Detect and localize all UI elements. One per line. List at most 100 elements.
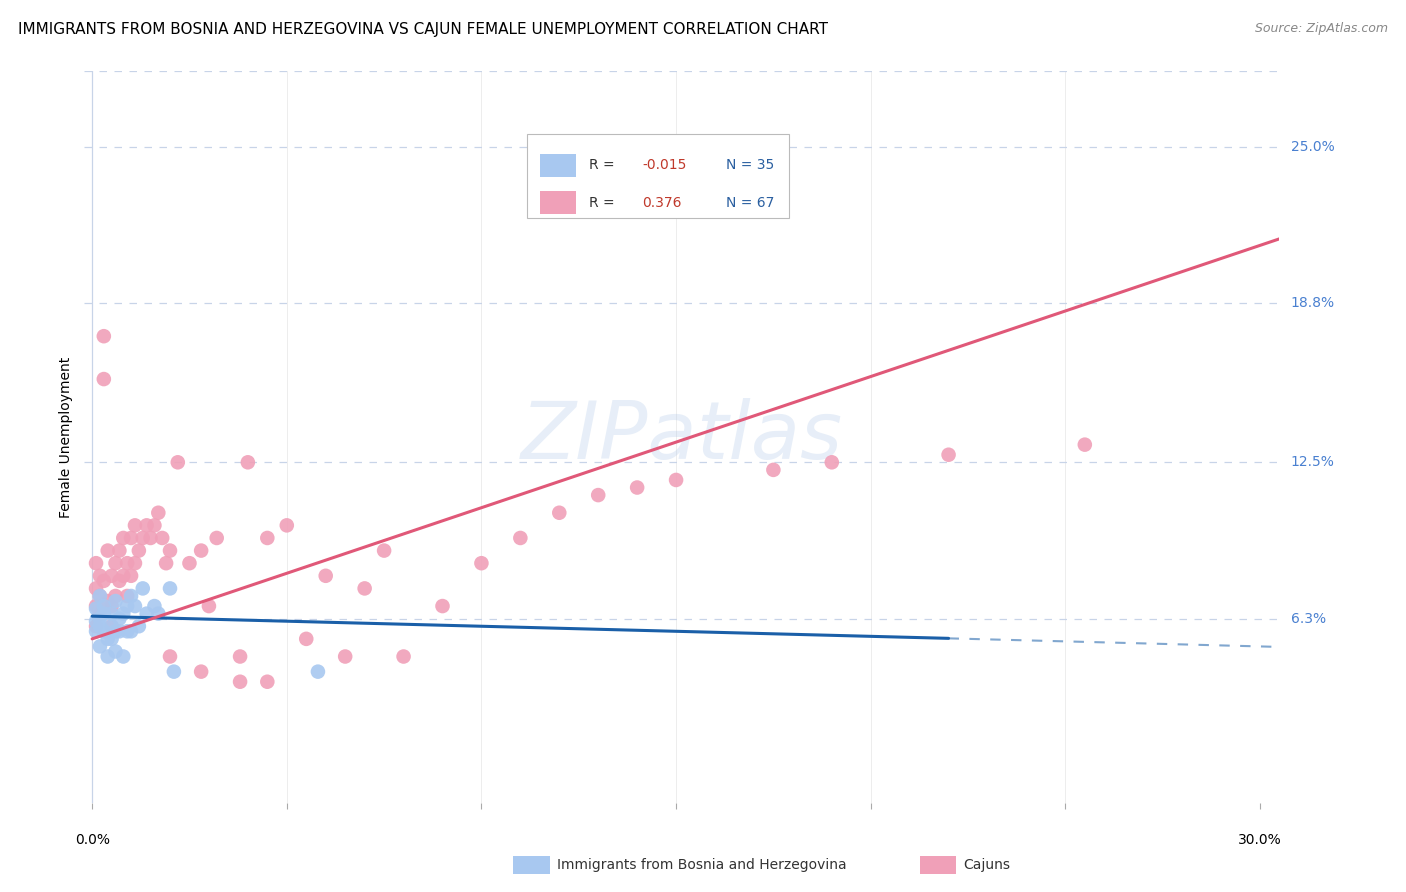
Point	[104, 624, 127, 639]
Point	[1074, 437, 1097, 451]
Point	[762, 463, 785, 477]
Point	[704, 190, 727, 204]
Point	[148, 506, 170, 520]
Point	[335, 649, 357, 664]
Point	[97, 632, 120, 646]
Point	[100, 619, 122, 633]
Point	[132, 582, 155, 596]
Point	[124, 518, 146, 533]
Point	[112, 531, 135, 545]
Point	[84, 619, 107, 633]
Point	[159, 649, 181, 664]
Y-axis label: Female Unemployment: Female Unemployment	[59, 357, 73, 517]
Point	[315, 569, 337, 583]
Point	[432, 599, 454, 613]
Point	[89, 569, 111, 583]
Point	[93, 599, 115, 613]
Point	[392, 649, 415, 664]
Point	[89, 589, 111, 603]
Point	[236, 455, 259, 469]
Point	[115, 556, 138, 570]
Text: ZIPatlas: ZIPatlas	[520, 398, 844, 476]
Point	[100, 607, 122, 621]
Point	[938, 448, 960, 462]
Point	[128, 619, 150, 633]
Text: 25.0%: 25.0%	[1291, 140, 1334, 154]
Point	[124, 556, 146, 570]
Point	[190, 665, 212, 679]
Point	[821, 455, 844, 469]
Point	[205, 531, 228, 545]
Point	[509, 531, 531, 545]
Point	[135, 607, 157, 621]
Point	[93, 574, 115, 588]
Text: -0.015: -0.015	[643, 159, 688, 172]
Point	[84, 556, 107, 570]
Point	[89, 589, 111, 603]
Point	[135, 518, 157, 533]
Point	[166, 455, 188, 469]
Point	[112, 649, 135, 664]
Point	[256, 674, 278, 689]
Point	[89, 619, 111, 633]
Point	[626, 481, 648, 495]
Point	[163, 665, 186, 679]
Point	[150, 531, 173, 545]
Point	[108, 543, 131, 558]
FancyBboxPatch shape	[540, 191, 575, 214]
Text: 6.3%: 6.3%	[1291, 612, 1326, 625]
Point	[373, 543, 395, 558]
Point	[307, 665, 329, 679]
Point	[108, 574, 131, 588]
Point	[143, 518, 166, 533]
Point	[120, 589, 142, 603]
Point	[548, 506, 571, 520]
Point	[112, 607, 135, 621]
Point	[89, 607, 111, 621]
Point	[586, 488, 609, 502]
Point	[159, 543, 181, 558]
Text: 12.5%: 12.5%	[1291, 455, 1334, 469]
Point	[179, 556, 201, 570]
Point	[115, 599, 138, 613]
Point	[120, 569, 142, 583]
Point	[108, 612, 131, 626]
Point	[89, 640, 111, 654]
FancyBboxPatch shape	[513, 856, 550, 874]
Point	[155, 556, 177, 570]
Point	[132, 531, 155, 545]
Point	[148, 607, 170, 621]
Point	[143, 599, 166, 613]
Text: Cajuns: Cajuns	[963, 858, 1010, 872]
Text: N = 67: N = 67	[725, 195, 775, 210]
Text: Source: ZipAtlas.com: Source: ZipAtlas.com	[1254, 22, 1388, 36]
Point	[229, 674, 252, 689]
Text: IMMIGRANTS FROM BOSNIA AND HERZEGOVINA VS CAJUN FEMALE UNEMPLOYMENT CORRELATION : IMMIGRANTS FROM BOSNIA AND HERZEGOVINA V…	[18, 22, 828, 37]
Point	[84, 582, 107, 596]
Point	[93, 624, 115, 639]
Point	[97, 594, 120, 608]
Point	[84, 624, 107, 639]
Point	[89, 612, 111, 626]
Point	[159, 582, 181, 596]
Point	[100, 569, 122, 583]
Point	[256, 531, 278, 545]
Point	[120, 624, 142, 639]
Point	[97, 649, 120, 664]
Text: 0.376: 0.376	[643, 195, 682, 210]
Point	[104, 594, 127, 608]
Point	[124, 599, 146, 613]
Point	[84, 614, 107, 628]
Text: 18.8%: 18.8%	[1291, 296, 1334, 310]
Point	[190, 543, 212, 558]
Point	[104, 644, 127, 658]
Point	[108, 624, 131, 639]
Point	[112, 569, 135, 583]
Text: 30.0%: 30.0%	[1239, 833, 1282, 847]
Point	[93, 607, 115, 621]
Point	[295, 632, 318, 646]
Point	[104, 589, 127, 603]
Point	[353, 582, 375, 596]
Point	[139, 531, 162, 545]
Text: N = 35: N = 35	[725, 159, 775, 172]
